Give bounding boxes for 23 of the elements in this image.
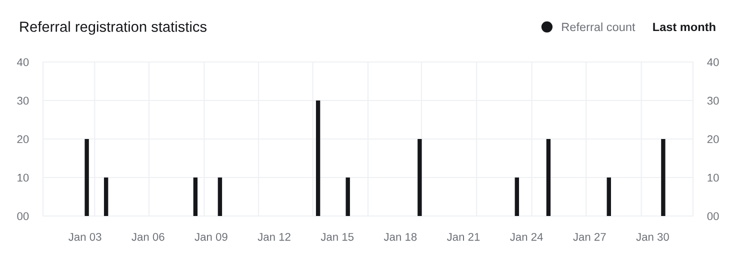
- x-tick-label: Jan 15: [320, 233, 354, 241]
- x-tick-label: Jan 06: [132, 232, 164, 241]
- text: Last month: [653, 22, 716, 32]
- y-tick-label: 10: [18, 174, 29, 182]
- chart-title: Referral registration statistics: [20, 21, 206, 35]
- x-tick-label: Jan 09: [194, 232, 228, 241]
- x-tick-label: Jan 12: [258, 232, 290, 241]
- y2-tick-label: 20: [707, 135, 719, 144]
- y-tick-label: 20: [17, 135, 29, 144]
- y-tick-label: 30: [17, 96, 29, 105]
- x-tick-label: Jan 27: [573, 232, 606, 241]
- x-tick-label: Jan 03: [68, 232, 102, 241]
- y-tick-label: 00: [17, 212, 29, 220]
- x-tick-label: Jan 18: [384, 232, 417, 241]
- y2-tick-label: 40: [707, 58, 719, 66]
- y2-tick-label: 00: [707, 212, 719, 220]
- y2-tick-label: 10: [708, 174, 719, 182]
- legend-label: Referral count: [562, 22, 636, 32]
- y-tick-label: 40: [17, 58, 29, 66]
- x-tick-label: Jan 21: [446, 232, 480, 241]
- x-tick-label: Jan 24: [510, 232, 543, 241]
- y2-tick-label: 30: [707, 96, 719, 105]
- x-tick-label: Jan 30: [636, 232, 669, 241]
